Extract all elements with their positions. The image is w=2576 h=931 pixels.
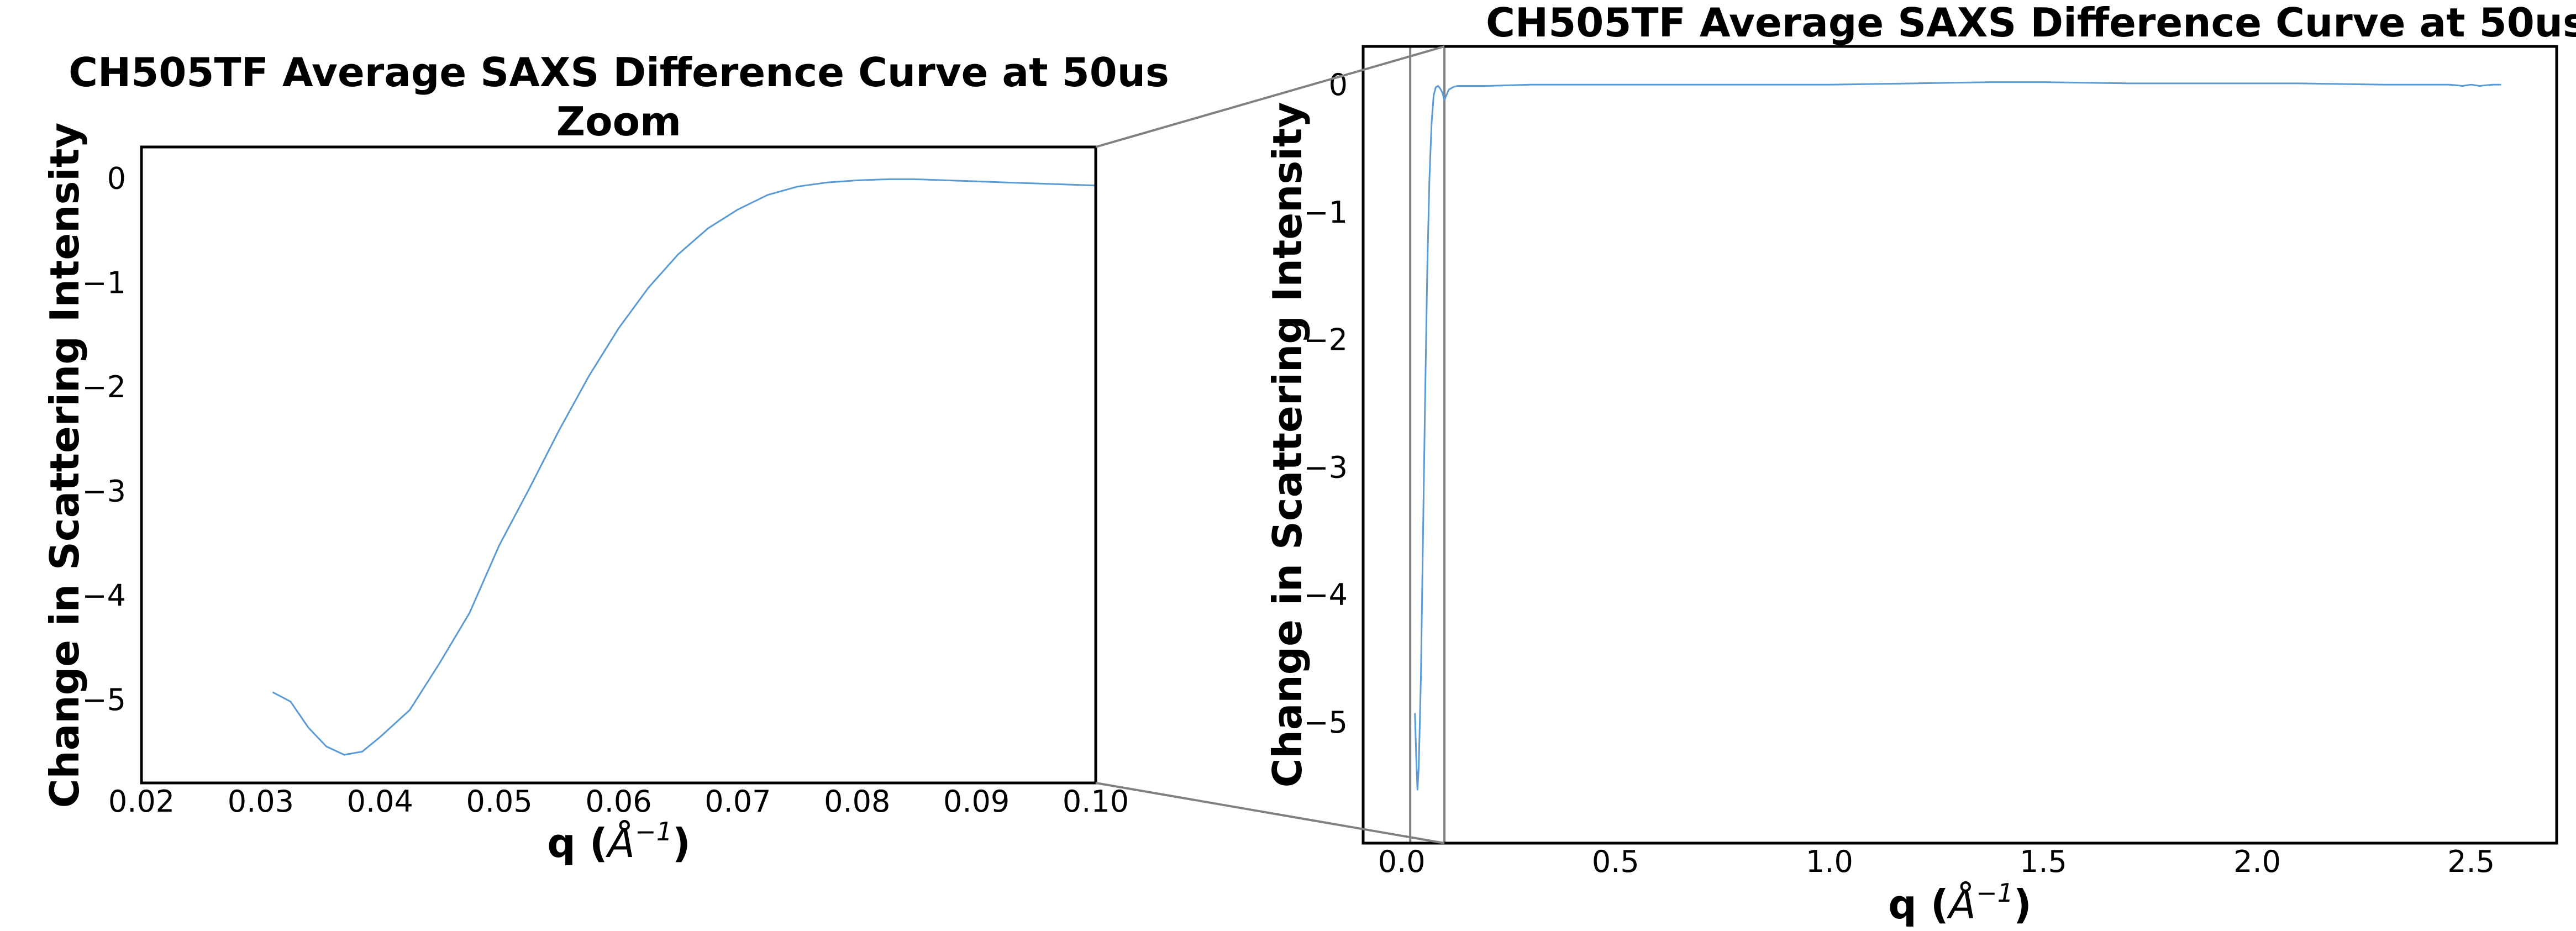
zoom-y-tick-label: −5 (82, 682, 126, 717)
zoom-x-tick-label: 0.05 (466, 784, 533, 819)
zoom-chart-x-axis-label: q (Å−1) (547, 817, 691, 866)
full-chart-plot-area (1409, 46, 2501, 843)
zoom-chart-x-ticks: 0.02 0.03 0.04 0.05 0.06 0.07 0.08 0.09 0.10 (108, 784, 1129, 819)
zoom-connector-bottom (1095, 782, 1445, 844)
zoom-x-tick-label: 0.08 (824, 784, 890, 819)
zoom-chart-plot-area (272, 178, 1096, 756)
full-chart-y-ticks: 0 −1 −2 −3 −4 −5 (1303, 67, 1348, 740)
full-y-tick-label: −3 (1303, 450, 1348, 485)
full-y-tick-label: 0 (1329, 67, 1348, 102)
zoom-connector-top (1095, 45, 1445, 148)
zoom-x-tick-label: 0.06 (585, 784, 651, 819)
zoom-x-tick-label: 0.10 (1063, 784, 1129, 819)
full-chart-x-ticks: 0.0 0.5 1.0 1.5 2.0 2.5 (1378, 844, 2495, 879)
zoom-x-tick-label: 0.07 (705, 784, 771, 819)
zoom-y-tick-label: −4 (82, 578, 126, 613)
full-x-tick-label: 0.5 (1592, 844, 1639, 879)
zoom-x-tick-label: 0.09 (943, 784, 1010, 819)
full-y-tick-label: −4 (1303, 577, 1348, 612)
zoom-x-tick-label: 0.02 (108, 784, 175, 819)
full-chart-frame (1361, 45, 2558, 845)
zoom-y-tick-label: 0 (107, 161, 126, 196)
full-chart-y-axis-label: Change in Scattering Intensity (1264, 102, 1311, 788)
full-y-tick-label: −5 (1303, 705, 1348, 740)
zoom-series-line (272, 178, 1096, 756)
full-chart-x-axis-label: q (Å−1) (1888, 878, 2032, 928)
full-x-tick-label: 0.0 (1378, 844, 1426, 879)
zoom-chart-title-line-1: CH505TF Average SAXS Difference Curve at… (69, 49, 1169, 96)
zoom-x-tick-label: 0.03 (228, 784, 294, 819)
full-x-tick-label: 2.0 (2233, 844, 2281, 879)
full-x-tick-label: 1.5 (2020, 844, 2067, 879)
full-y-tick-label: −1 (1303, 195, 1348, 230)
zoom-chart-title-line-2: Zoom (556, 98, 681, 145)
zoom-chart-y-ticks: 0 −1 −2 −3 −4 −5 (82, 161, 126, 717)
full-y-tick-label: −2 (1303, 323, 1348, 357)
zoom-connector-group (1095, 45, 1445, 844)
zoom-chart-frame (140, 145, 1097, 785)
zoom-y-tick-label: −1 (82, 265, 126, 300)
full-x-tick-label: 2.5 (2447, 844, 2495, 879)
full-chart-title: CH505TF Average SAXS Difference Curve at… (1486, 0, 2576, 46)
zoom-chart-y-axis-label: Change in Scattering Intensity (41, 123, 88, 808)
full-series-line (1414, 81, 2501, 791)
zoom-chart-panel: CH505TF Average SAXS Difference Curve at… (41, 49, 1169, 866)
zoom-y-tick-label: −3 (82, 474, 126, 509)
full-x-tick-label: 1.0 (1806, 844, 1853, 879)
zoom-x-tick-label: 0.04 (347, 784, 413, 819)
zoom-y-tick-label: −2 (82, 370, 126, 404)
full-chart-panel: CH505TF Average SAXS Difference Curve at… (1264, 0, 2576, 928)
